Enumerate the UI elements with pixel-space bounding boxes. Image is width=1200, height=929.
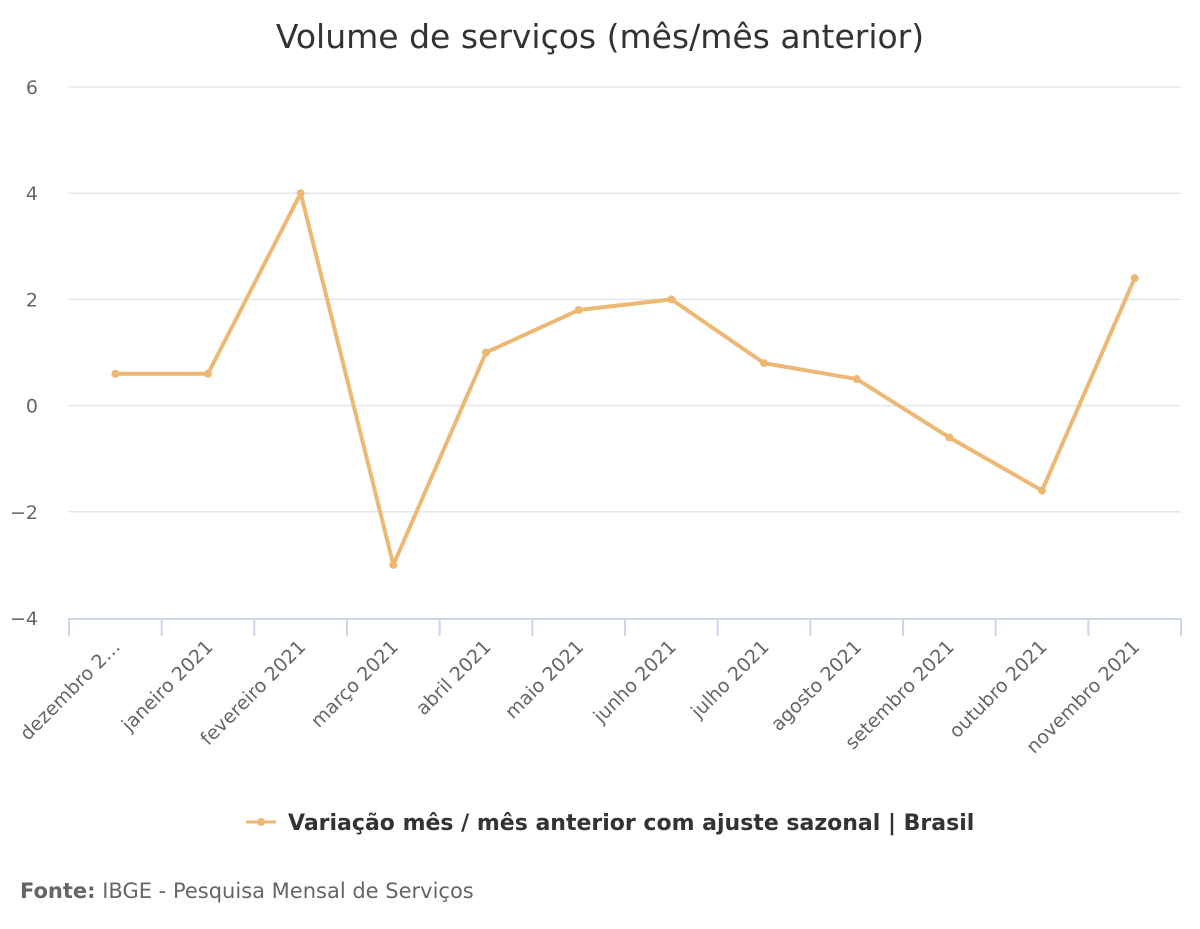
legend-label: Variação mês / mês anterior com ajuste s… [288,811,974,836]
series-line [115,191,1137,567]
data-point[interactable] [760,359,768,368]
data-point[interactable] [1038,486,1046,495]
chart-title: Volume de serviços (mês/mês anterior) [276,17,924,56]
data-point[interactable] [482,348,490,357]
legend-marker-icon [257,818,265,826]
data-point[interactable] [1130,274,1139,283]
credits-text: IBGE - Pesquisa Mensal de Serviços [96,879,474,903]
x-tick-label: maio 2021 [501,636,588,723]
y-tick-label: −4 [10,608,38,630]
x-tick-label: março 2021 [307,636,403,732]
x-tick-label: agosto 2021 [767,636,866,735]
y-tick-label: −2 [10,502,38,524]
y-tick-label: 0 [26,396,38,418]
data-point[interactable] [389,560,398,569]
x-tick-label: outubro 2021 [945,636,1052,743]
data-point[interactable] [574,306,583,315]
data-point[interactable] [204,369,212,378]
x-tick-label: junho 2021 [589,636,681,728]
y-tick-label: 2 [26,289,38,311]
credits[interactable]: Fonte: IBGE - Pesquisa Mensal de Serviço… [20,879,474,903]
credits-label: Fonte: [20,879,96,903]
x-tick-label: dezembro 2… [16,636,125,745]
legend-item[interactable]: Variação mês / mês anterior com ajuste s… [246,811,974,836]
data-point[interactable] [852,375,861,384]
x-tick-label: janeiro 2021 [117,636,218,737]
data-point[interactable] [111,369,120,378]
data-point[interactable] [667,295,676,304]
data-point[interactable] [296,189,305,198]
x-tick-label: julho 2021 [686,636,773,723]
y-tick-label: 6 [26,77,38,99]
x-tick-label: abril 2021 [412,636,496,720]
y-tick-label: 4 [26,183,38,205]
data-point[interactable] [945,433,954,442]
